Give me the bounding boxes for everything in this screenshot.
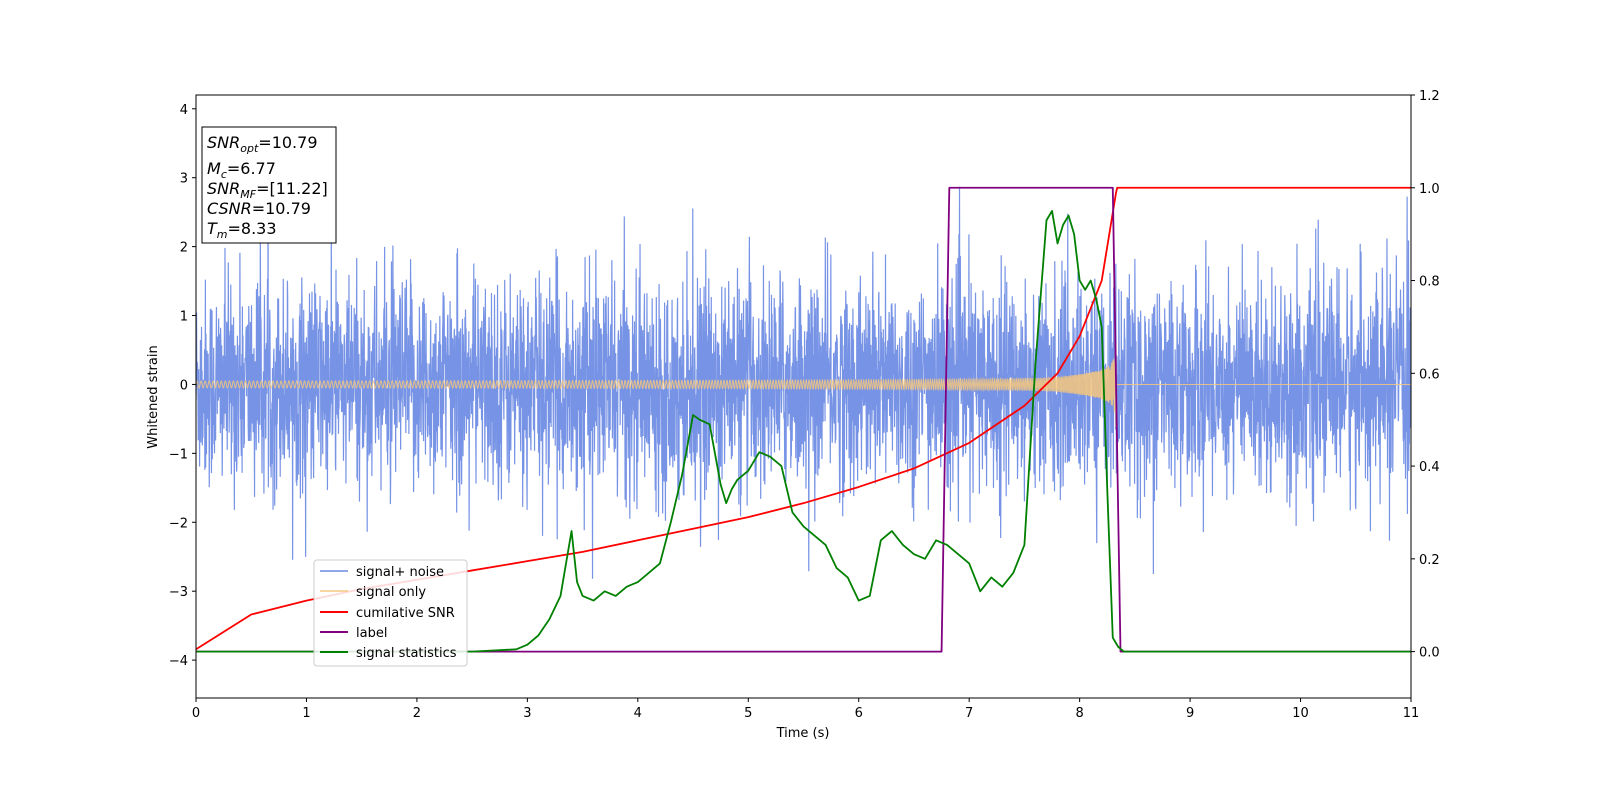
y2-tick-label: 0.2: [1419, 553, 1440, 568]
y-tick-label: −4: [169, 654, 188, 669]
snr-opt-value: 10.79: [272, 133, 318, 152]
x-tick-label: 11: [1403, 706, 1420, 721]
x-tick: 10: [1292, 698, 1309, 721]
plot-frame: [195, 94, 1412, 699]
x-tick: 0: [192, 698, 200, 721]
y-tick: 0: [180, 378, 196, 393]
x-tick: 7: [965, 698, 973, 721]
svg-text:signal+ noise: signal+ noise: [356, 565, 444, 580]
x-tick-label: 9: [1186, 706, 1194, 721]
y-tick-label: −1: [169, 447, 188, 462]
y-tick-label: 2: [180, 241, 188, 256]
x-tick: 9: [1186, 698, 1194, 721]
y-tick: 4: [180, 103, 196, 118]
series-signal-statistics: [196, 210, 1411, 653]
csnr-value: 10.79: [265, 199, 311, 218]
annotation-box: SNRopt=10.79 Mc=6.77 SNRMF=[11.22] CSNR=…: [201, 126, 337, 244]
y-tick: −3: [169, 585, 196, 600]
svg-text:CSNR=10.79: CSNR=10.79: [207, 199, 311, 218]
x-tick-label: 8: [1075, 706, 1083, 721]
y-tick-label: 1: [180, 310, 188, 325]
y-tick-label: 4: [180, 103, 188, 118]
x-tick: 8: [1075, 698, 1084, 721]
y-tick: −2: [169, 516, 196, 531]
x-tick-label: 3: [523, 706, 531, 721]
x-tick-label: 5: [744, 706, 752, 721]
y2-tick: 1.0: [1411, 182, 1440, 197]
svg-text:label: label: [356, 626, 387, 641]
y-tick: 3: [180, 172, 196, 187]
y-tick-label: 3: [180, 172, 188, 187]
x-tick: 6: [855, 698, 863, 721]
y2-tick: 0.2: [1411, 553, 1440, 568]
snr-mf-value: [11.22]: [269, 179, 327, 198]
x-tick-label: 0: [192, 706, 200, 721]
x-tick: 1: [302, 698, 311, 721]
x-tick: 2: [413, 698, 421, 721]
y2-tick: 0.6: [1411, 367, 1440, 382]
x-tick-label: 6: [855, 706, 863, 721]
x-axis-label: Time (s): [776, 726, 830, 741]
legend: signal+ noise signal only cumilative SNR…: [313, 559, 468, 667]
y-tick: 1: [180, 310, 196, 325]
series-signal-noise: [196, 186, 1411, 579]
y2-tick-label: 1.2: [1419, 89, 1440, 104]
svg-text:signal statistics: signal statistics: [356, 646, 457, 661]
svg-text:signal only: signal only: [356, 585, 426, 600]
x-tick-label: 4: [634, 706, 642, 721]
legend-entry-label: label: [320, 626, 387, 641]
y2-tick-label: 0.8: [1419, 275, 1440, 290]
y2-tick: 0.8: [1411, 275, 1440, 290]
legend-entry-cumulative-snr: cumilative SNR: [320, 606, 455, 621]
svg-text:SNRopt=10.79: SNRopt=10.79: [207, 133, 318, 155]
tm-value: 8.33: [241, 219, 277, 238]
mc-value: 6.77: [240, 159, 276, 178]
y-tick-label: 0: [180, 378, 188, 393]
x-tick-label: 10: [1292, 706, 1309, 721]
svg-text:cumilative SNR: cumilative SNR: [356, 606, 455, 621]
svg-text:SNRMF=[11.22]: SNRMF=[11.22]: [207, 179, 328, 201]
y-tick-label: −2: [169, 516, 188, 531]
x-tick: 5: [744, 698, 752, 721]
x-tick-label: 7: [965, 706, 973, 721]
y2-tick-label: 0.0: [1419, 646, 1440, 661]
svg-text:Mc=6.77: Mc=6.77: [207, 159, 276, 181]
y2-tick: 1.2: [1411, 89, 1440, 104]
y2-tick-label: 0.4: [1419, 460, 1440, 475]
y2-tick: 0.0: [1411, 646, 1440, 661]
y-tick: −1: [169, 447, 196, 462]
y2-tick-label: 0.6: [1419, 367, 1440, 382]
x-tick: 4: [634, 698, 642, 721]
y-axis-label: Whitened strain: [146, 345, 161, 448]
x-tick: 3: [523, 698, 532, 721]
legend-entry-signal-statistics: signal statistics: [320, 646, 457, 661]
series-signal-only: [196, 342, 1411, 428]
y-tick-label: −3: [169, 585, 188, 600]
svg-text:Tm=8.33: Tm=8.33: [207, 219, 277, 241]
y2-tick: 0.4: [1411, 460, 1440, 475]
y-tick: 2: [180, 241, 196, 256]
x-tick-label: 1: [302, 706, 310, 721]
y2-tick-label: 1.0: [1419, 182, 1440, 197]
x-tick-label: 2: [413, 706, 421, 721]
legend-entry-signal-only: signal only: [320, 585, 426, 600]
x-tick: 11: [1403, 698, 1420, 721]
legend-entry-signal-noise: signal+ noise: [320, 565, 444, 580]
y-tick: −4: [169, 654, 196, 669]
